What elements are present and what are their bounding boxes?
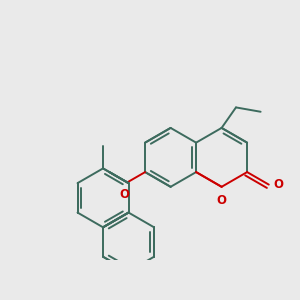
Text: O: O: [217, 194, 226, 207]
Text: O: O: [273, 178, 283, 191]
Text: O: O: [119, 188, 129, 201]
